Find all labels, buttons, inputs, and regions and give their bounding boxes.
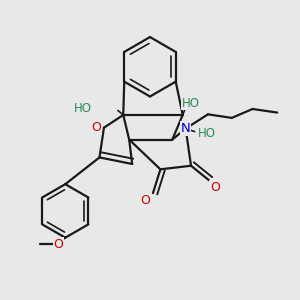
Text: O: O — [92, 121, 101, 134]
Text: HO: HO — [182, 97, 200, 110]
Text: HO: HO — [198, 127, 216, 140]
Text: O: O — [53, 238, 63, 251]
Text: O: O — [210, 181, 220, 194]
Text: N: N — [181, 122, 190, 135]
Text: O: O — [141, 194, 151, 207]
Text: HO: HO — [74, 102, 92, 115]
